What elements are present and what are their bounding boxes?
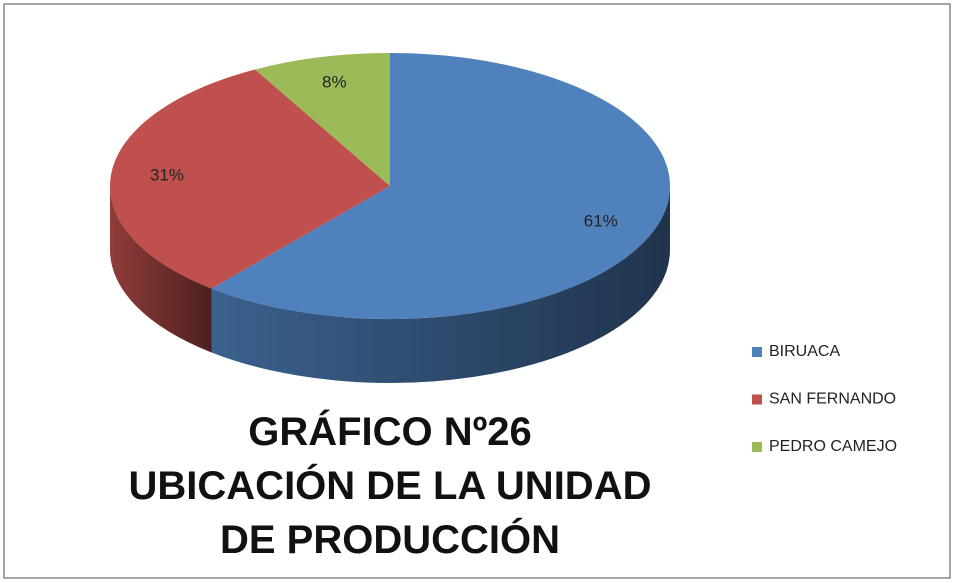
legend-swatch: [752, 442, 762, 452]
legend-label: BIRUACA: [769, 343, 840, 360]
pie-tops: [109, 53, 670, 319]
pie-sides: [109, 186, 670, 383]
pie-side: [211, 186, 670, 383]
pie-slice: [255, 53, 390, 186]
pie-side: [109, 186, 212, 353]
chart-title: GRÁFICO Nº26: [248, 410, 532, 454]
pie-slice: [109, 69, 391, 289]
data-label: 61%: [584, 212, 618, 231]
legend-label: SAN FERNANDO: [769, 391, 896, 408]
legend: BIRUACA SAN FERNANDO PEDRO CAMEJO: [752, 343, 897, 455]
legend-swatch: [752, 347, 762, 357]
data-label: 8%: [322, 72, 347, 91]
legend-label: PEDRO CAMEJO: [769, 438, 897, 455]
data-labels: 61% 31% 8%: [150, 72, 618, 230]
titles: GRÁFICO Nº26 UBICACIÓN DE LA UNIDAD DE P…: [40, 405, 740, 567]
legend-swatch: [752, 394, 762, 405]
chart-subtitle: UBICACIÓN DE LA UNIDAD DE PRODUCCIÓN: [128, 464, 652, 562]
pie-slice: [211, 53, 670, 319]
data-label: 31%: [150, 165, 184, 184]
